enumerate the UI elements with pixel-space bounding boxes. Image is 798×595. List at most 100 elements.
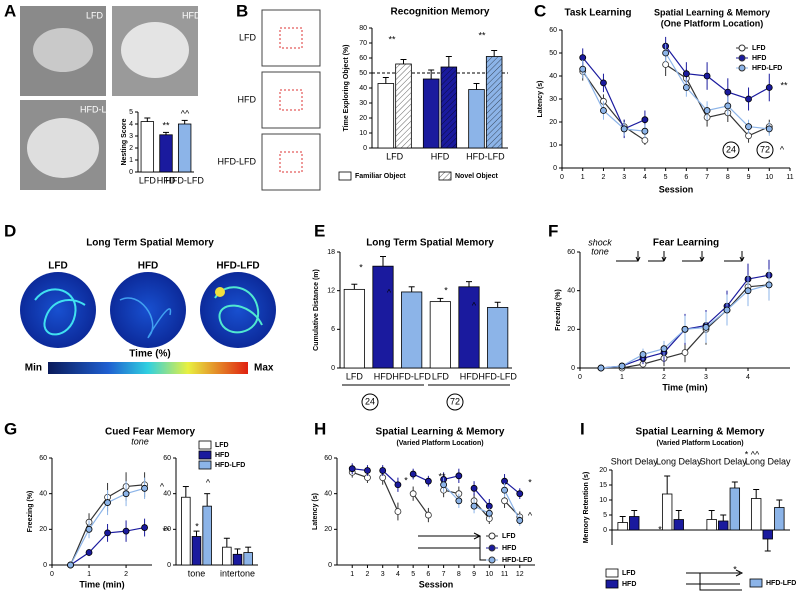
bar (617, 522, 628, 531)
y-tick-label: 0 (43, 562, 47, 569)
point (455, 497, 463, 505)
point (409, 470, 417, 478)
panel-label: C (534, 1, 546, 20)
bar (140, 121, 155, 173)
y-tick-label: 30 (549, 96, 557, 103)
point (765, 84, 773, 91)
y-tick-label: 3 (129, 133, 133, 140)
y-tick-label: 30 (359, 100, 367, 107)
point (724, 102, 732, 110)
annotation-circle (756, 141, 774, 159)
x-tick-label: 2 (602, 174, 606, 181)
chart-subtitle: (Varied Platform Location) (656, 440, 743, 447)
annotation: 72 (450, 396, 460, 406)
colorbar-label: Time (%) (129, 349, 171, 360)
y-tick-label: 4 (129, 121, 133, 128)
object-zone (279, 89, 303, 111)
x-tick-label: 6 (426, 571, 430, 578)
point (141, 524, 148, 531)
x-tick-label: 7 (705, 174, 709, 181)
annotation: * (359, 262, 363, 272)
bar (468, 89, 485, 149)
category-label: Short Delay (611, 456, 659, 466)
object-zone (279, 151, 303, 173)
point (364, 467, 371, 474)
legend-label: HFD (502, 545, 516, 552)
y-tick-label: 20 (567, 326, 575, 333)
legend-marker (198, 460, 212, 470)
point (744, 287, 752, 295)
x-tick-label: 1 (581, 174, 585, 181)
annotation: ** (780, 80, 788, 90)
point (516, 490, 524, 498)
annotation: ^ (780, 144, 785, 154)
chart-title: Spatial Learning & Memory (636, 427, 765, 438)
x-tick-label: 9 (472, 571, 476, 578)
y-tick-label: 0 (603, 527, 607, 534)
y-tick-label: 0 (571, 365, 575, 372)
legend-marker (198, 440, 212, 450)
legend-label: LFD (622, 570, 636, 577)
category-label: HFD-LFD (165, 175, 204, 185)
x-tick-label: 5 (664, 174, 668, 181)
point (470, 502, 478, 510)
point (440, 481, 448, 489)
annotation: 24 (365, 396, 375, 406)
point (394, 508, 402, 515)
annotation: shock (588, 237, 612, 247)
point (104, 499, 111, 506)
legend-label: HFD-LFD (502, 557, 532, 564)
x-tick-label: 10 (765, 174, 773, 181)
point (703, 72, 711, 80)
y-tick-label: 0 (129, 169, 133, 176)
y-tick-label: 50 (549, 50, 557, 57)
legend-label: HFD-LFD (766, 580, 796, 587)
series-line (443, 484, 521, 521)
y-axis-label: Nesting Score (121, 118, 128, 165)
x-tick-label: 1 (350, 571, 354, 578)
y-tick-label: 1 (129, 157, 133, 164)
annotation: ^ (387, 287, 392, 297)
chart-title: Recognition Memory (391, 7, 490, 18)
bar-hatch (395, 64, 412, 148)
series-line (582, 45, 770, 130)
x-tick-label: 6 (684, 174, 688, 181)
y-tick-label: 10 (599, 497, 607, 504)
chart-title: Spatial Learning & Memory (376, 427, 505, 438)
point (620, 125, 628, 133)
category-label: intertone (220, 568, 255, 578)
legend-marker (488, 544, 496, 552)
image-label: LFD (86, 10, 104, 20)
point (501, 497, 508, 505)
point (702, 323, 710, 331)
legend-marker (488, 532, 496, 540)
y-tick-label: 2 (129, 145, 133, 152)
point (424, 477, 432, 485)
x-tick-label: 4 (746, 374, 750, 381)
chart-title: Long Term Spatial Memory (366, 238, 494, 249)
legend-marker (338, 171, 352, 181)
point (379, 467, 387, 474)
image-label: HFD-LFD (80, 104, 119, 114)
category-label: HFD (460, 371, 479, 381)
point (67, 561, 74, 569)
category-label: HFD-LFD (466, 151, 505, 161)
point (723, 306, 731, 314)
annotation: ^ (472, 300, 477, 310)
legend-marker (605, 568, 619, 578)
legend-arrows (418, 532, 744, 591)
annotation: ** (162, 525, 170, 535)
bar (661, 493, 673, 531)
annotation: ^ (528, 510, 533, 520)
panel-label: F (548, 221, 558, 240)
bar (181, 496, 191, 566)
point (745, 132, 752, 140)
annotation: Spatial Learning & Memory (654, 7, 770, 17)
point (85, 525, 93, 533)
chart-title: Fear Learning (653, 238, 719, 249)
y-axis-label: Time Exploring Object (%) (343, 45, 350, 132)
category-label: LFD (139, 175, 157, 185)
annotation: ** (438, 471, 446, 481)
bar (191, 536, 202, 566)
y-tick-label: 0 (167, 562, 171, 569)
